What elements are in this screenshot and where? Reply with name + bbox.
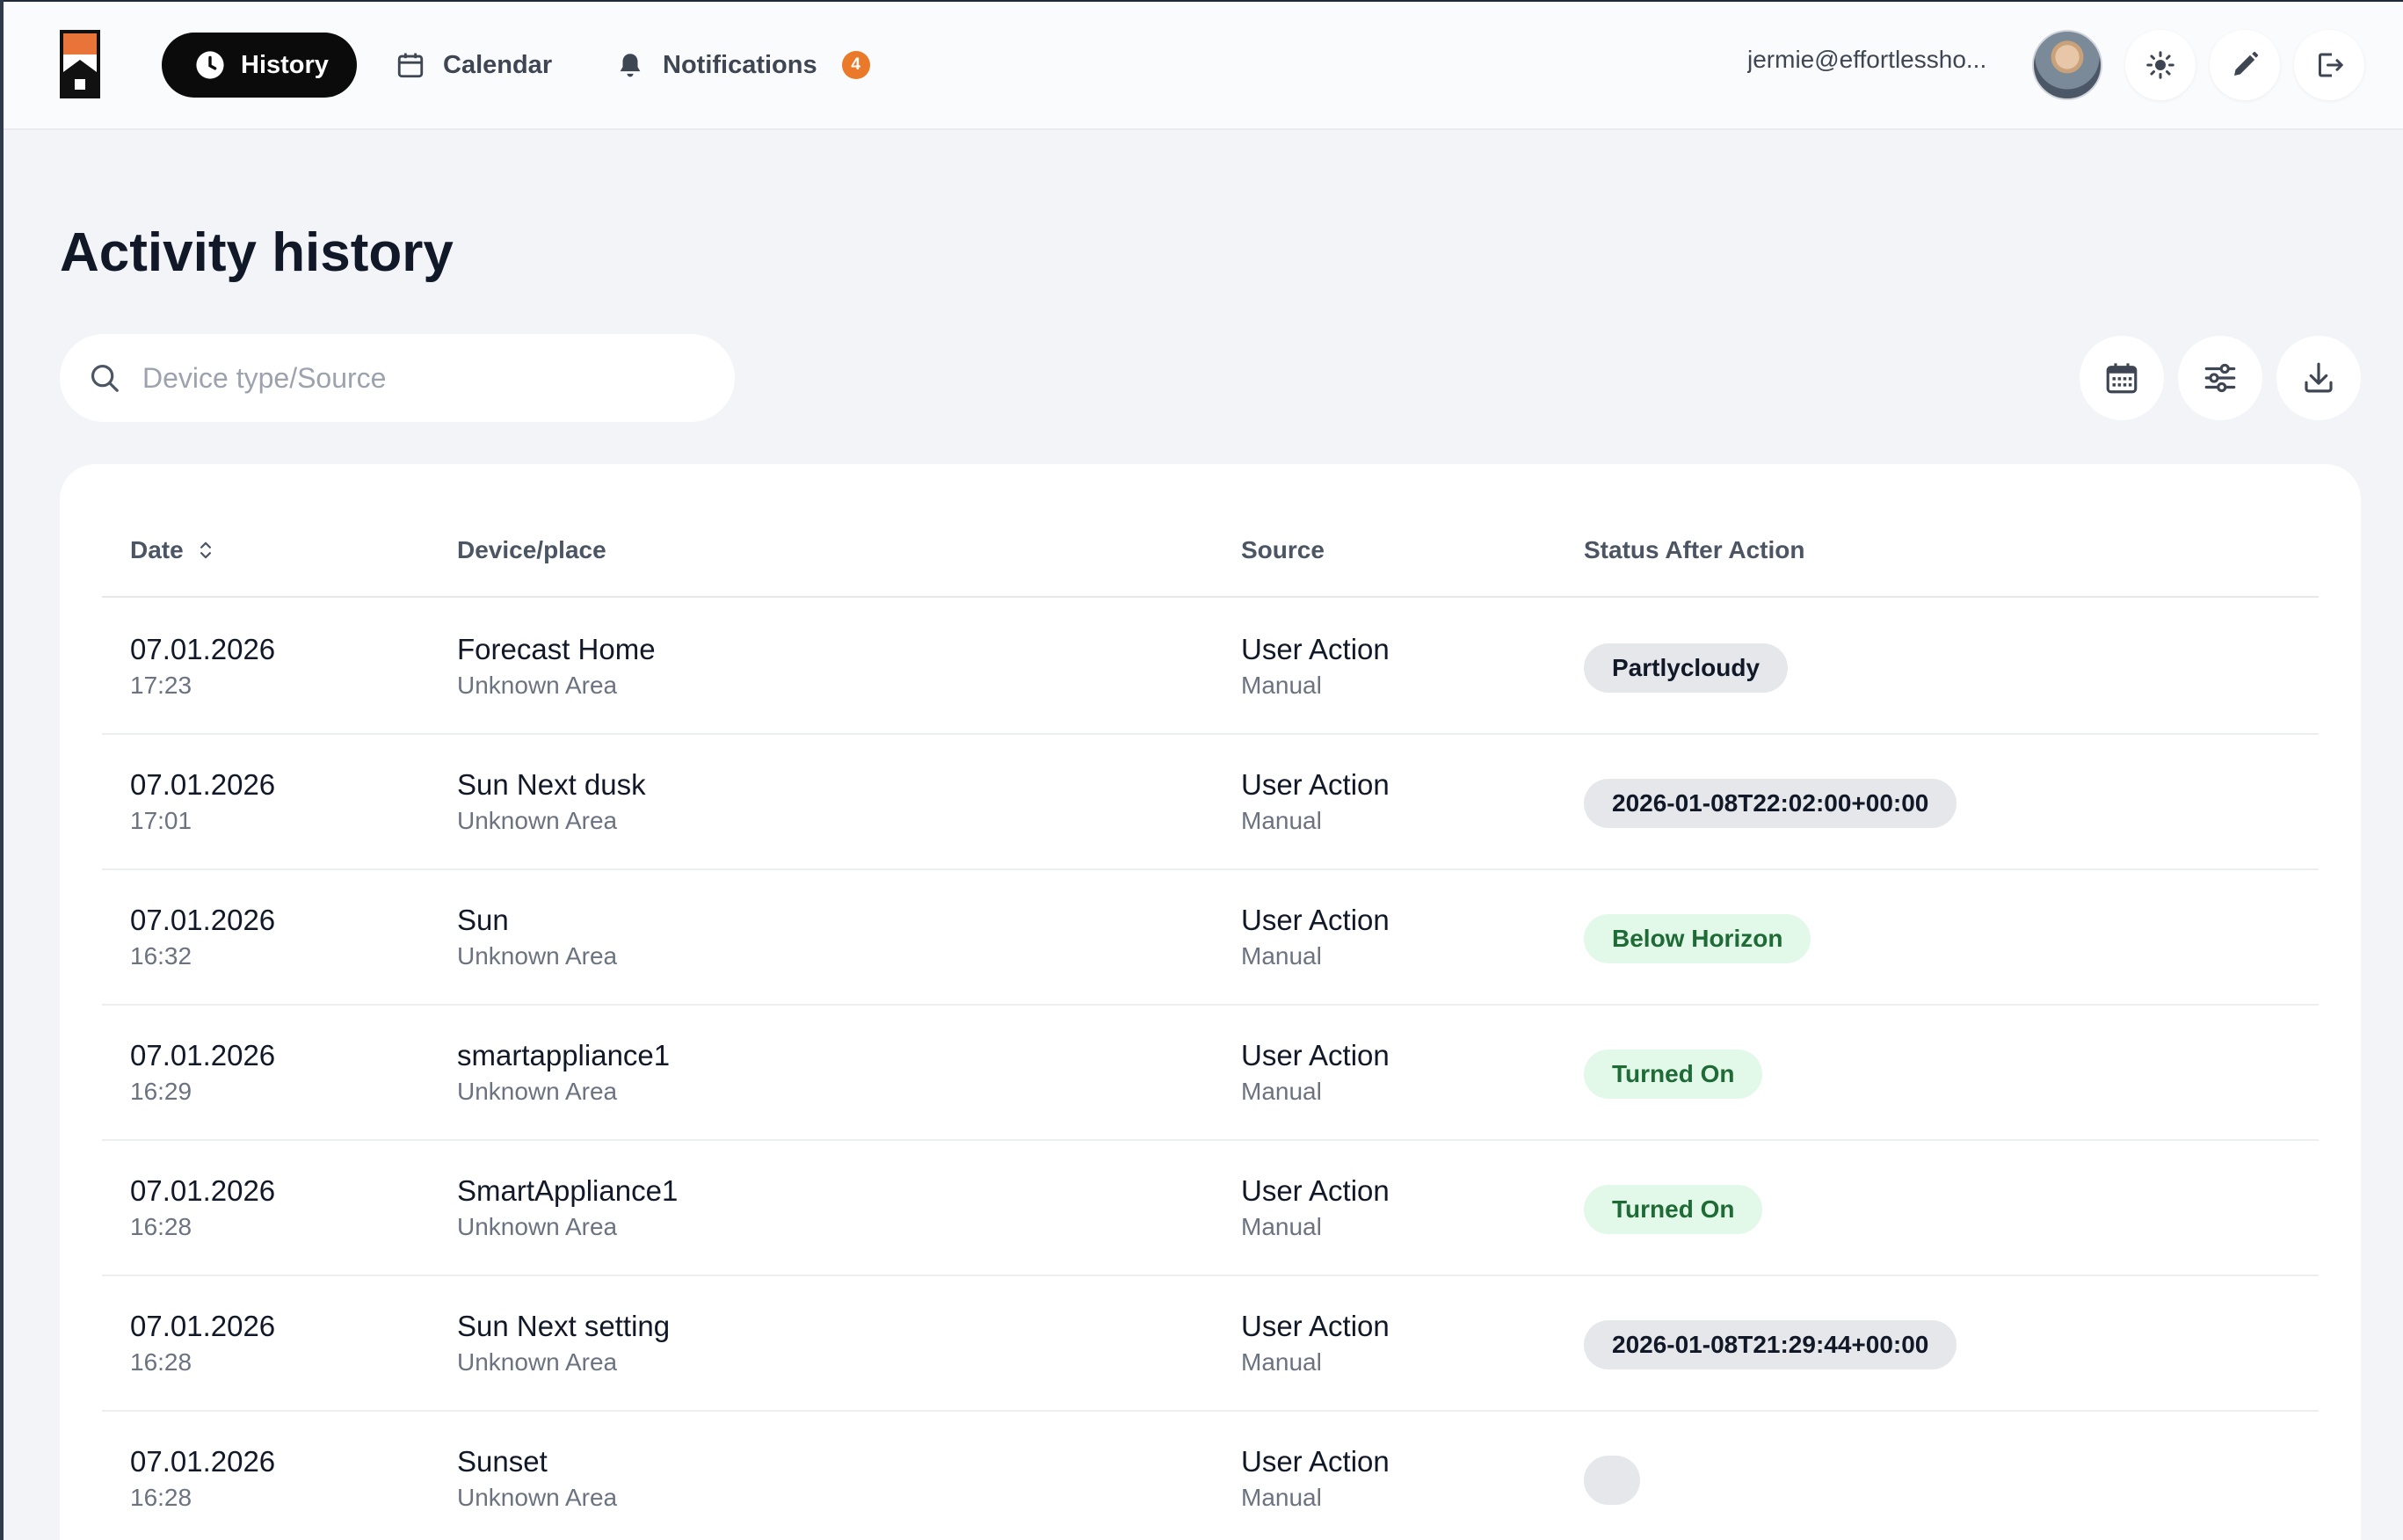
house-logo-icon[interactable] bbox=[58, 28, 102, 100]
status-badge: Turned On bbox=[1584, 1050, 1763, 1099]
table-row[interactable]: 07.01.2026 16:32 Sun Unknown Area User Actio… bbox=[102, 870, 2319, 1006]
status-badge: 2026-01-08T22:02:00+00:00 bbox=[1584, 779, 1957, 828]
logout-button[interactable] bbox=[2294, 30, 2364, 100]
row-source-type: Manual bbox=[1241, 807, 1322, 834]
row-source: User Action bbox=[1241, 633, 1390, 665]
window-top-edge bbox=[0, 0, 2403, 2]
activity-table-card: Date Device/place Source Status After Ac… bbox=[60, 464, 2361, 1540]
column-header-date[interactable]: Date bbox=[130, 536, 215, 564]
row-device-area: Unknown Area bbox=[457, 1348, 618, 1376]
search-bar[interactable] bbox=[60, 334, 735, 422]
table-row[interactable]: 07.01.2026 17:23 Forecast Home Unknown Area… bbox=[102, 599, 2319, 735]
column-header-source: Source bbox=[1241, 536, 1325, 563]
table-row[interactable]: 07.01.2026 16:29 smartappliance1 Unknown Ar… bbox=[102, 1006, 2319, 1141]
nav-tab-calendar-label: Calendar bbox=[443, 50, 553, 79]
user-email[interactable]: jermie@effortlessho... bbox=[1747, 46, 1987, 73]
download-icon bbox=[2305, 362, 2333, 393]
row-device-area: Unknown Area bbox=[457, 1484, 618, 1511]
edit-button[interactable] bbox=[2210, 30, 2280, 100]
row-device-name: Sun Next setting bbox=[457, 1310, 671, 1342]
row-device-name: Sun Next dusk bbox=[457, 768, 646, 801]
row-time: 16:28 bbox=[130, 1348, 192, 1376]
calendar-grid-icon bbox=[2106, 363, 2138, 394]
row-device-name: SmartAppliance1 bbox=[457, 1174, 679, 1207]
nav-tab-calendar[interactable]: Calendar bbox=[396, 33, 552, 98]
row-device-name: Sunset bbox=[457, 1445, 548, 1478]
row-date: 07.01.2026 bbox=[130, 1174, 276, 1207]
table-row[interactable]: 07.01.2026 16:28 SmartAppliance1 Unknown Ar… bbox=[102, 1141, 2319, 1276]
pencil-icon bbox=[2234, 52, 2258, 76]
row-device-area: Unknown Area bbox=[457, 1213, 618, 1240]
search-input[interactable] bbox=[142, 361, 687, 395]
clock-icon bbox=[196, 51, 224, 79]
filters-button[interactable] bbox=[2178, 336, 2262, 420]
sort-icon[interactable] bbox=[196, 539, 215, 562]
bell-icon bbox=[620, 54, 641, 77]
row-date: 07.01.2026 bbox=[130, 768, 276, 801]
table-row[interactable]: 07.01.2026 16:28 Sun Next setting Unknown A… bbox=[102, 1276, 2319, 1412]
column-header-status: Status After Action bbox=[1584, 536, 1805, 563]
nav-tab-history-label: History bbox=[241, 50, 329, 79]
status-badge: 2026-01-08T21:29:44+00:00 bbox=[1584, 1320, 1957, 1369]
date-filter-button[interactable] bbox=[2080, 336, 2164, 420]
row-device-name: Sun bbox=[457, 904, 509, 936]
row-device-name: Forecast Home bbox=[457, 633, 656, 665]
row-device-area: Unknown Area bbox=[457, 1078, 618, 1105]
row-device-area: Unknown Area bbox=[457, 942, 618, 970]
row-source: User Action bbox=[1241, 904, 1390, 936]
table-row[interactable]: 07.01.2026 16:28 Sunset Unknown Area User Ac… bbox=[102, 1412, 2319, 1540]
nav-tab-notifications-label: Notifications bbox=[663, 50, 817, 79]
page-title: Activity history bbox=[60, 222, 454, 283]
row-date: 07.01.2026 bbox=[130, 633, 276, 665]
sliders-icon bbox=[2204, 363, 2236, 393]
logout-icon bbox=[2319, 53, 2343, 77]
calendar-icon bbox=[397, 53, 424, 78]
row-source: User Action bbox=[1241, 1445, 1390, 1478]
row-source: User Action bbox=[1241, 1174, 1390, 1207]
status-badge: Below Horizon bbox=[1584, 914, 1811, 963]
row-source-type: Manual bbox=[1241, 1078, 1322, 1105]
row-source: User Action bbox=[1241, 1039, 1390, 1071]
column-header-date-label: Date bbox=[130, 536, 184, 563]
nav-tab-history[interactable]: History bbox=[162, 33, 357, 98]
column-header-device: Device/place bbox=[457, 536, 606, 563]
status-badge: Turned On bbox=[1584, 1185, 1763, 1234]
window-left-edge bbox=[0, 0, 4, 1540]
avatar[interactable] bbox=[2032, 30, 2102, 100]
row-source-type: Manual bbox=[1241, 1348, 1322, 1376]
table-header: Date Device/place Source Status After Ac… bbox=[102, 464, 2319, 598]
status-badge bbox=[1584, 1456, 1640, 1505]
row-time: 16:28 bbox=[130, 1484, 192, 1511]
notifications-count-badge: 4 bbox=[841, 51, 870, 79]
row-source: User Action bbox=[1241, 1310, 1390, 1342]
row-device-name: smartappliance1 bbox=[457, 1039, 671, 1071]
row-source: User Action bbox=[1241, 768, 1390, 801]
row-time: 16:28 bbox=[130, 1213, 192, 1240]
status-badge: Partlycloudy bbox=[1584, 643, 1789, 693]
row-source-type: Manual bbox=[1241, 672, 1322, 699]
row-date: 07.01.2026 bbox=[130, 1039, 276, 1071]
nav-tab-notifications[interactable]: Notifications 4 bbox=[615, 33, 870, 98]
sun-icon bbox=[2146, 51, 2174, 79]
theme-toggle-button[interactable] bbox=[2125, 30, 2196, 100]
table-row[interactable]: 07.01.2026 17:01 Sun Next dusk Unknown Area… bbox=[102, 735, 2319, 870]
row-date: 07.01.2026 bbox=[130, 904, 276, 936]
row-source-type: Manual bbox=[1241, 1484, 1322, 1511]
download-button[interactable] bbox=[2276, 336, 2361, 420]
row-source-type: Manual bbox=[1241, 942, 1322, 970]
row-date: 07.01.2026 bbox=[130, 1310, 276, 1342]
row-time: 16:29 bbox=[130, 1078, 192, 1105]
row-source-type: Manual bbox=[1241, 1213, 1322, 1240]
row-time: 16:32 bbox=[130, 942, 192, 970]
row-date: 07.01.2026 bbox=[130, 1445, 276, 1478]
search-icon bbox=[91, 364, 119, 392]
top-navigation-bar: History Calendar Notifications 4 jermie@… bbox=[4, 2, 2403, 130]
row-time: 17:01 bbox=[130, 807, 192, 834]
row-device-area: Unknown Area bbox=[457, 672, 618, 699]
row-device-area: Unknown Area bbox=[457, 807, 618, 834]
row-time: 17:23 bbox=[130, 672, 192, 699]
